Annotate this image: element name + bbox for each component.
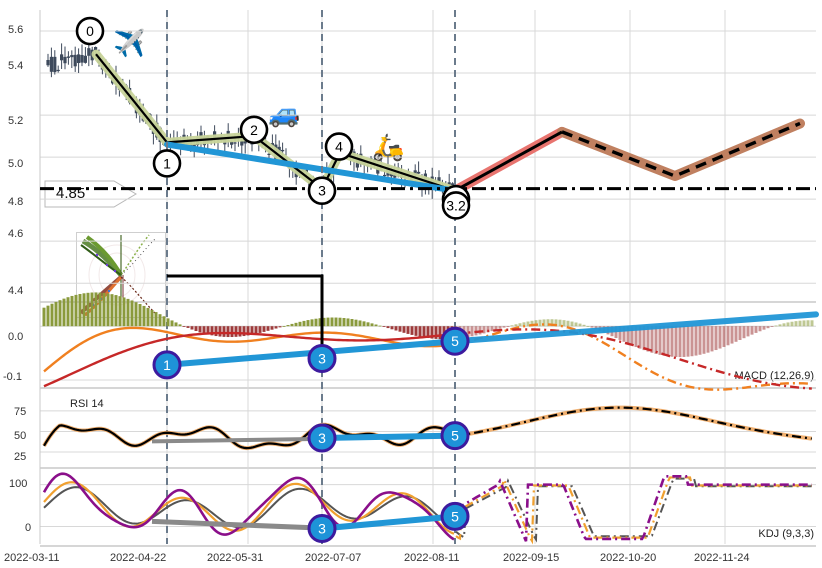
x-tick-1: 2022-04-22 [110, 552, 167, 564]
y-tick-price-2: 5.2 [8, 115, 24, 127]
kdj-legend: KDJ (9,3,3) [758, 528, 814, 540]
svg-text:3.2: 3.2 [446, 197, 466, 213]
y-tick-rsi-1: 50 [14, 430, 27, 442]
airplane-emoji: ✈️ [113, 28, 146, 58]
rsi-gray-trend [151, 436, 323, 444]
svg-text:1: 1 [163, 155, 171, 171]
price-marker-4: 4 [324, 132, 354, 161]
y-tick-price-0: 5.6 [8, 24, 24, 36]
x-tick-4: 2022-08-11 [404, 552, 460, 564]
svg-text:3: 3 [318, 183, 326, 199]
rsi-marker-5: 5 [440, 421, 470, 451]
y-tick-price-3: 5.0 [8, 158, 24, 170]
svg-text:1: 1 [163, 357, 171, 373]
x-tick-0: 2022-03-11 [4, 552, 60, 564]
y-tick-rsi-0: 75 [14, 406, 27, 418]
svg-text:5: 5 [451, 333, 459, 349]
kdj-marker-3: 3 [307, 514, 337, 544]
scooter-emoji: 🛵 [372, 132, 405, 162]
price-marker-1: 1 [152, 149, 182, 178]
macd-legend: MACD (12,26,9) [734, 370, 814, 382]
kdj-series [42, 472, 812, 545]
svg-text:3: 3 [318, 521, 326, 537]
price-marker-2: 2 [239, 115, 269, 145]
y-tick-rsi-2: 25 [14, 451, 27, 463]
svg-text:3: 3 [318, 430, 326, 446]
price-marker-3.2: 3.2 [441, 191, 471, 220]
macd-support-line-ext [452, 311, 819, 345]
rsi-legend: RSI 14 [70, 398, 104, 410]
rsi-marker-3: 3 [307, 423, 337, 453]
kdj-support-line [319, 513, 458, 532]
y-tick-macd-1: -0.1 [3, 371, 22, 383]
svg-text:0: 0 [86, 23, 94, 39]
macd-marker-3: 3 [307, 343, 337, 373]
svg-text:5: 5 [451, 508, 459, 524]
x-tick-2: 2022-05-31 [207, 552, 264, 564]
price-marker-3: 3 [307, 176, 337, 206]
price-marker-0: 0 [75, 16, 105, 46]
y-tick-kdj-1: 0 [25, 522, 32, 534]
y-tick-price-6: 4.4 [8, 285, 24, 297]
svg-text:2: 2 [250, 122, 258, 138]
rsi-support-line [319, 432, 458, 442]
y-tick-macd-0: 0.0 [8, 331, 24, 343]
svg-text:4: 4 [335, 139, 343, 155]
y-tick-kdj-0: 100 [9, 478, 28, 490]
x-tick-3: 2022-07-07 [305, 552, 362, 564]
y-tick-price-4: 4.8 [8, 196, 24, 208]
macd-marker-5: 5 [440, 326, 470, 356]
y-tick-price-1: 5.4 [8, 60, 24, 72]
svg-text:3: 3 [318, 350, 326, 366]
x-tick-7: 2022-11-24 [694, 552, 750, 564]
gridlines [39, 10, 816, 547]
kdj-marker-5: 5 [440, 501, 470, 531]
support-trend-line [164, 141, 458, 194]
y-tick-price-5: 4.6 [8, 228, 24, 240]
forecast-trend-line [450, 118, 805, 196]
x-tick-6: 2022-10-20 [600, 552, 657, 564]
history-trend-line [91, 49, 460, 196]
svg-text:5: 5 [451, 428, 459, 444]
kdj-gray-trend [151, 518, 323, 531]
x-tick-5: 2022-09-15 [503, 552, 560, 564]
car-emoji: 🚙 [268, 98, 301, 128]
macd-annotation-bracket [167, 274, 327, 360]
macd-marker-1: 1 [152, 350, 182, 380]
